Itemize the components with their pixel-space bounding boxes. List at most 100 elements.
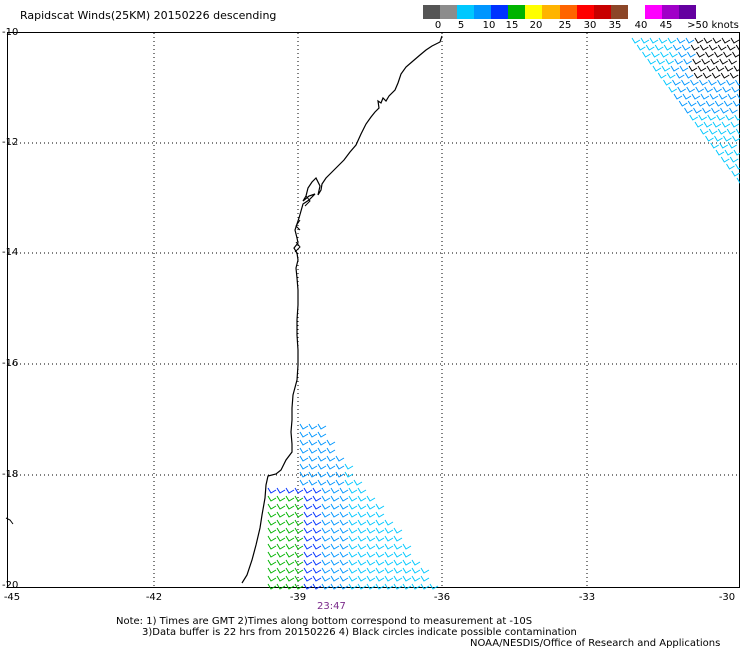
- wind-barb: [321, 519, 331, 526]
- wind-barb: [348, 543, 358, 550]
- wind-barb: [308, 423, 318, 430]
- wind-barb: [706, 65, 716, 72]
- lat-tick-label: -10: [2, 27, 19, 38]
- wind-barb: [726, 79, 735, 86]
- wind-barb: [303, 503, 313, 510]
- legend-swatch: [440, 5, 458, 19]
- wind-barb: [321, 511, 331, 518]
- wind-barb: [673, 93, 683, 100]
- wind-barb: [276, 511, 286, 518]
- wind-barb: [339, 519, 349, 526]
- wind-barb: [375, 583, 385, 590]
- wind-barb: [402, 551, 412, 558]
- wind-barb: [724, 149, 734, 156]
- wind-barb: [696, 51, 705, 58]
- wind-barb: [308, 439, 318, 446]
- wind-barb: [308, 479, 318, 486]
- wind-barb: [667, 37, 677, 44]
- lon-tick-label: -45: [3, 592, 21, 603]
- wind-barb: [720, 156, 730, 163]
- wind-barb: [682, 93, 692, 100]
- lon-tick-label: -33: [578, 592, 596, 603]
- wind-barb: [702, 107, 711, 114]
- wind-barb: [317, 447, 327, 454]
- wind-barb: [721, 37, 731, 44]
- wind-barb: [681, 44, 691, 51]
- legend-label: 5: [457, 20, 465, 31]
- wind-barb: [716, 114, 726, 121]
- wind-barb: [690, 44, 700, 51]
- wind-barb: [326, 439, 336, 446]
- wind-barb: [285, 503, 295, 510]
- legend-swatch: [559, 5, 577, 19]
- wind-barb: [699, 128, 709, 135]
- wind-barb: [703, 37, 713, 44]
- wind-barb: [715, 65, 725, 72]
- wind-barb: [729, 156, 739, 163]
- wind-barb: [321, 535, 331, 542]
- legend-label: 10: [482, 20, 496, 31]
- wind-barb: [294, 519, 304, 526]
- wind-barb: [712, 37, 722, 44]
- wind-barb: [357, 559, 367, 566]
- wind-barb: [312, 511, 322, 518]
- wind-barb: [713, 86, 723, 93]
- legend-label: 20: [529, 20, 543, 31]
- wind-barb: [267, 567, 277, 574]
- wind-barb: [402, 543, 412, 550]
- wind-barb: [736, 93, 740, 100]
- wind-barb: [299, 447, 309, 454]
- note-line-1: Note: 1) Times are GMT 2)Times along bot…: [116, 616, 533, 627]
- wind-barb: [631, 37, 641, 44]
- legend-label: 25: [558, 20, 572, 31]
- wind-barb: [701, 58, 711, 65]
- wind-barb: [312, 567, 322, 574]
- wind-barb: [684, 107, 693, 114]
- wind-barb: [299, 439, 309, 446]
- wind-barb: [348, 567, 358, 574]
- wind-barb: [719, 58, 729, 65]
- wind-barb: [308, 471, 318, 478]
- wind-barb: [276, 583, 286, 590]
- wind-barb: [312, 551, 322, 558]
- lon-tick-label: -39: [289, 592, 307, 603]
- wind-barb: [317, 463, 327, 470]
- wind-barb: [312, 535, 322, 542]
- wind-barb: [267, 583, 277, 590]
- wind-barb: [647, 58, 657, 65]
- wind-barb: [294, 527, 304, 534]
- wind-barb: [321, 567, 331, 574]
- wind-barb: [294, 535, 304, 542]
- wind-barb: [730, 121, 740, 128]
- wind-barb: [728, 58, 738, 65]
- wind-barb: [375, 551, 385, 558]
- wind-barb: [702, 72, 712, 79]
- wind-barb: [723, 135, 732, 142]
- wind-barb: [330, 511, 340, 518]
- wind-barb: [717, 128, 727, 135]
- wind-barb: [375, 503, 385, 510]
- wind-barb: [276, 519, 286, 526]
- wind-barb: [694, 37, 704, 44]
- wind-barb: [285, 559, 295, 566]
- wind-barb: [384, 535, 394, 542]
- wind-barb: [668, 86, 678, 93]
- wind-barb: [357, 495, 367, 502]
- wind-barb: [651, 51, 660, 58]
- wind-barb: [375, 543, 385, 550]
- wind-barb: [312, 519, 322, 526]
- wind-barb: [712, 121, 722, 128]
- wind-barb: [642, 51, 651, 58]
- wind-barb: [375, 559, 385, 566]
- wind-barb: [303, 527, 313, 534]
- wind-barb: [326, 463, 336, 470]
- wind-barb: [690, 79, 699, 86]
- wind-barb: [663, 44, 673, 51]
- wind-barb: [717, 79, 726, 86]
- wind-barb: [705, 51, 714, 58]
- wind-barb: [330, 559, 340, 566]
- wind-barb: [348, 575, 358, 582]
- wind-barb: [693, 107, 702, 114]
- wind-barb: [723, 51, 732, 58]
- wind-barb: [420, 567, 430, 574]
